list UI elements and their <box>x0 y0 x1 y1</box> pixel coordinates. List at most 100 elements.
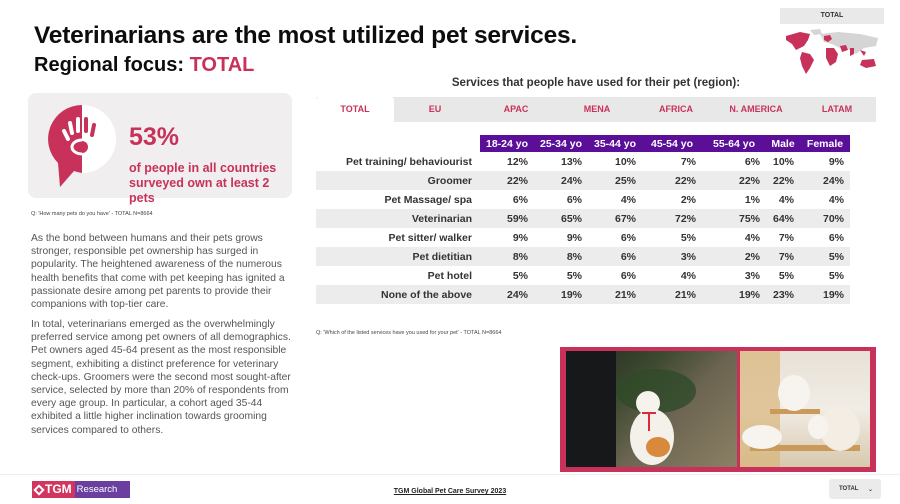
table-row: Pet sitter/ walker 9% 9% 6% 5% 4% 7% 6% <box>316 228 850 247</box>
table-cell: 6% <box>620 231 636 244</box>
table-cell: 21% <box>642 285 702 304</box>
table-cell: 21% <box>588 285 642 304</box>
stat-description: of people in all countries surveyed own … <box>129 161 277 205</box>
table-cell: 64% <box>766 209 800 228</box>
services-table: 18-24 yo 25-34 yo 35-44 yo 45-54 yo 55-6… <box>316 135 850 304</box>
table-cell: 4% <box>828 193 844 206</box>
region-select[interactable]: TOTAL ⌄ <box>829 479 881 499</box>
survey-title-link[interactable]: TGM Global Pet Care Survey 2023 <box>393 488 507 495</box>
table-cell: 24% <box>480 285 534 304</box>
tab-n-america[interactable]: N. AMERICA <box>729 104 783 114</box>
table-cell: 2% <box>702 247 766 266</box>
services-question-note: Q: 'Which of the listed services have yo… <box>316 330 502 336</box>
logo-tgm-mark: TGM <box>32 481 75 498</box>
tab-eu[interactable]: EU <box>428 104 442 114</box>
row-label: Groomer <box>316 171 480 190</box>
table-row: Veterinarian 59% 65% 67% 72% 75% 64% 70% <box>316 209 850 228</box>
tab-apac[interactable]: APAC <box>503 104 529 114</box>
table-cell: 7% <box>778 231 794 244</box>
table-row: Groomer 22% 24% 25% 22% 22% 22% 24% <box>316 171 850 190</box>
table-cell: 5% <box>512 269 528 282</box>
table-cell: 4% <box>680 269 696 282</box>
table-cell: 19% <box>534 285 588 304</box>
world-map-icon <box>786 29 878 74</box>
table-cell: 3% <box>642 247 702 266</box>
table-header-blank <box>316 135 480 152</box>
table-cell: 24% <box>800 171 850 190</box>
subtitle-region: TOTAL <box>189 54 255 76</box>
table-cell: 5% <box>566 269 582 282</box>
table-cell: 10% <box>772 155 794 168</box>
table-cell: 4% <box>744 231 760 244</box>
column-header: 45-54 yo <box>642 135 702 152</box>
table-cell: 23% <box>766 285 800 304</box>
table-cell: 4% <box>778 193 794 206</box>
table-cell: 19% <box>800 285 850 304</box>
table-cell: 9% <box>566 231 582 244</box>
tab-mena[interactable]: MENA <box>583 104 611 114</box>
column-header: 35-44 yo <box>588 135 642 152</box>
table-cell: 5% <box>680 231 696 244</box>
logo-research-text: Research <box>76 484 118 495</box>
table-row: Pet dietitian 8% 8% 6% 3% 2% 7% 5% <box>316 247 850 266</box>
table-cell: 72% <box>642 209 702 228</box>
stat-question-note: Q: 'How many pets do you have' - TOTAL N… <box>31 211 153 217</box>
table-cell: 22% <box>766 171 800 190</box>
subtitle-prefix: Regional focus: <box>34 54 185 76</box>
row-label: Pet training/ behaviourist <box>345 155 472 168</box>
row-label: Pet dietitian <box>316 247 480 266</box>
table-cell: 8% <box>480 247 534 266</box>
page-title: Veterinarians are the most utilized pet … <box>34 22 578 49</box>
table-cell: 7% <box>766 247 800 266</box>
table-cell: 7% <box>680 155 696 168</box>
page-subtitle: Regional focus: TOTAL <box>34 54 254 77</box>
table-cell: 22% <box>480 171 534 190</box>
table-cell: 8% <box>534 247 588 266</box>
table-cell: 1% <box>744 193 760 206</box>
column-header: Male <box>766 135 800 152</box>
row-label: None of the above <box>316 285 480 304</box>
table-cell: 6% <box>828 231 844 244</box>
tab-total[interactable]: TOTAL <box>316 97 394 122</box>
tgm-research-logo[interactable]: TGM Research <box>32 481 130 498</box>
row-label: Pet sitter/ walker <box>388 231 472 244</box>
table-cell: 6% <box>588 247 642 266</box>
stat-card: 53% of people in all countries surveyed … <box>28 93 292 205</box>
table-cell: 19% <box>702 285 766 304</box>
logo-tgm-text: TGM <box>45 482 72 496</box>
intro-paragraph: As the bond between humans and their pet… <box>31 233 285 311</box>
table-cell: 70% <box>800 209 850 228</box>
table-cell: 10% <box>614 155 636 168</box>
row-label: Veterinarian <box>316 209 480 228</box>
row-label: Pet hotel <box>427 269 472 282</box>
cat-leash-photo <box>566 351 737 467</box>
region-map-widget[interactable]: TOTAL <box>780 8 884 76</box>
table-row: None of the above 24% 19% 21% 21% 19% 23% 19% <box>316 285 850 304</box>
table-cell: 5% <box>800 247 850 266</box>
region-select-value: TOTAL <box>839 486 859 492</box>
table-cell: 75% <box>702 209 766 228</box>
tab-africa[interactable]: AFRICA <box>659 104 693 114</box>
cats-tree-photo <box>740 351 870 467</box>
table-cell: 5% <box>828 269 844 282</box>
table-cell: 6% <box>744 155 760 168</box>
table-row: Pet hotel 5% 5% 6% 4% 3% 5% 5% <box>316 266 850 285</box>
table-cell: 22% <box>702 171 766 190</box>
table-cell: 25% <box>588 171 642 190</box>
cats-illustration <box>740 351 860 467</box>
table-header-row: 18-24 yo 25-34 yo 35-44 yo 45-54 yo 55-6… <box>316 135 850 152</box>
table-cell: 22% <box>642 171 702 190</box>
tab-latam[interactable]: LATAM <box>821 104 853 114</box>
pet-hand-paw-icon <box>48 105 116 187</box>
table-cell: 65% <box>534 209 588 228</box>
table-row: Pet training/ behaviourist 12% 13% 10% 7% 6% 1… <box>316 152 850 171</box>
table-cell: 12% <box>506 155 528 168</box>
table-cell: 9% <box>828 155 844 168</box>
photo-frame <box>560 347 876 472</box>
services-title: Services that people have used for their… <box>451 77 741 89</box>
table-cell: 9% <box>512 231 528 244</box>
table-cell: 13% <box>560 155 582 168</box>
map-label: TOTAL <box>780 8 884 24</box>
table-cell: 4% <box>620 193 636 206</box>
table-cell: 6% <box>566 193 582 206</box>
